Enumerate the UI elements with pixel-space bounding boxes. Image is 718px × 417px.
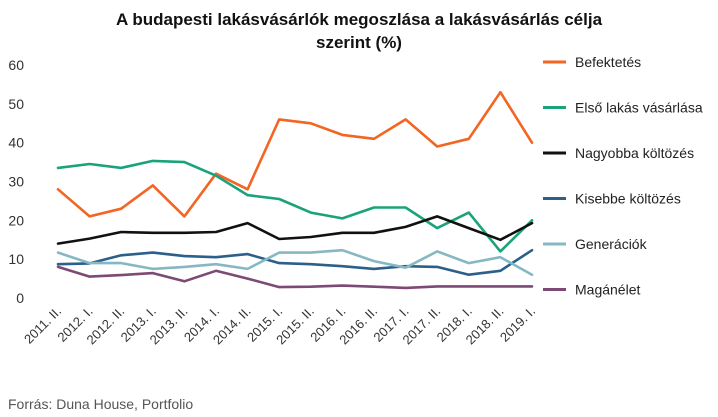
- source-note: Forrás: Duna House, Portfolio: [8, 396, 194, 412]
- x-tick-label: 2019. I.: [497, 304, 538, 345]
- y-tick-label: 10: [8, 251, 24, 267]
- legend-label: Magánélet: [575, 282, 640, 298]
- series-line-0: [56, 90, 534, 218]
- x-tick-label: 2011. II.: [21, 304, 64, 347]
- y-tick-label: 50: [8, 96, 24, 112]
- legend-label: Generációk: [575, 236, 648, 252]
- chart-title-line-2: szerint (%): [316, 33, 402, 52]
- legend: Befektetés Első lakás vásárlása Nagyobba k…: [543, 54, 703, 298]
- series-line-5: [56, 265, 534, 290]
- series-line-3: [56, 248, 534, 277]
- chart-title-line-1: A budapesti lakásvásárlók megoszlása a l…: [115, 10, 603, 29]
- y-tick-label: 20: [8, 212, 24, 228]
- legend-label: Befektetés: [575, 54, 641, 70]
- legend-label: Kisebbe költözés: [575, 191, 681, 207]
- series-line-4: [56, 248, 534, 277]
- series-lines: [56, 90, 534, 290]
- legend-label: Első lakás vásárlása: [575, 100, 703, 116]
- chart-title: A budapesti lakásvásárlók megoszlása a l…: [0, 8, 718, 54]
- legend-label: Nagyobba költözés: [575, 145, 694, 161]
- y-tick-label: 0: [16, 290, 24, 306]
- series-line-1: [56, 159, 534, 253]
- y-tick-label: 40: [8, 135, 24, 151]
- x-axis: 2011. II.2012. I.2012. II.2013. I.2013. …: [21, 304, 538, 348]
- y-tick-label: 60: [8, 57, 24, 73]
- y-axis: 0 10 20 30 40 50 60: [8, 57, 24, 306]
- series-line-2: [56, 215, 534, 245]
- y-tick-label: 30: [8, 174, 24, 190]
